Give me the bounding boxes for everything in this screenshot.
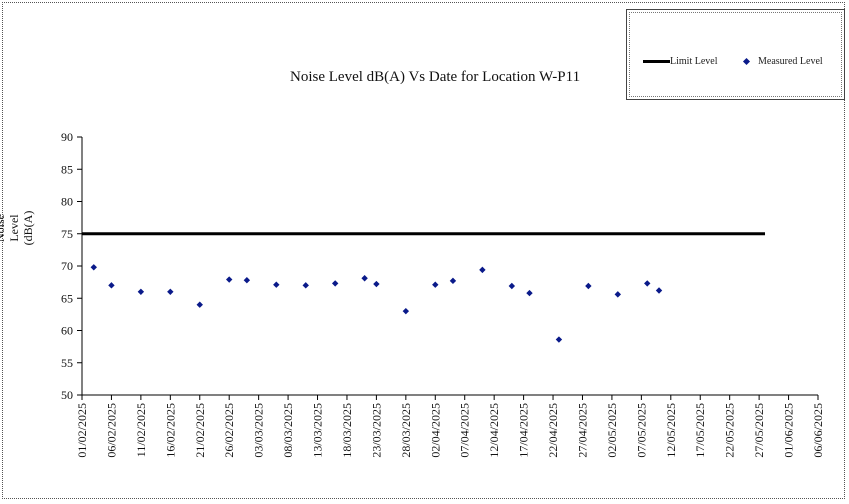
x-tick-label: 12/05/2025 bbox=[664, 403, 678, 458]
x-tick-label: 06/02/2025 bbox=[104, 403, 118, 458]
y-tick-label: 60 bbox=[61, 324, 73, 338]
x-tick-label: 23/03/2025 bbox=[369, 403, 383, 458]
measured-level-point bbox=[449, 277, 457, 285]
x-tick-label: 27/04/2025 bbox=[575, 403, 589, 458]
measured-level-point bbox=[526, 289, 533, 297]
x-tick-label: 01/06/2025 bbox=[782, 403, 796, 458]
y-tick-label: 70 bbox=[61, 259, 73, 273]
y-tick-label: 55 bbox=[61, 356, 73, 370]
y-tick-label: 85 bbox=[61, 162, 73, 176]
y-tick-label: 90 bbox=[61, 130, 73, 144]
measured-level-point bbox=[243, 276, 251, 284]
measured-level-point bbox=[302, 282, 309, 289]
x-tick-label: 21/02/2025 bbox=[193, 403, 207, 458]
x-tick-label: 28/03/2025 bbox=[399, 403, 413, 458]
measured-level-point bbox=[137, 288, 145, 295]
measured-level-point bbox=[331, 280, 339, 287]
y-tick-label: 80 bbox=[61, 195, 73, 209]
measured-level-point bbox=[273, 281, 280, 288]
x-tick-label: 02/05/2025 bbox=[605, 403, 619, 458]
x-tick-label: 17/04/2025 bbox=[517, 403, 531, 458]
x-tick-label: 17/05/2025 bbox=[693, 403, 707, 458]
x-tick-label: 22/04/2025 bbox=[546, 403, 560, 458]
measured-level-point bbox=[226, 276, 233, 283]
measured-level-point bbox=[585, 282, 592, 290]
legend: Limit Level Measured Level bbox=[626, 9, 845, 100]
x-tick-label: 02/04/2025 bbox=[428, 403, 442, 458]
x-tick-label: 26/02/2025 bbox=[222, 403, 236, 458]
measured-level-point bbox=[108, 282, 115, 289]
x-tick-label: 22/05/2025 bbox=[723, 403, 737, 458]
measured-level-point bbox=[90, 264, 97, 271]
x-tick-label: 16/02/2025 bbox=[163, 403, 177, 458]
measured-level-point bbox=[655, 287, 663, 294]
x-tick-label: 01/02/2025 bbox=[75, 403, 89, 458]
x-tick-label: 03/03/2025 bbox=[252, 403, 266, 458]
measured-level-point bbox=[361, 275, 368, 282]
x-tick-label: 06/06/2025 bbox=[811, 403, 825, 458]
measured-level-point bbox=[614, 291, 622, 298]
x-tick-label: 07/04/2025 bbox=[458, 403, 472, 458]
measured-level-point bbox=[196, 301, 203, 308]
measured-level-point bbox=[373, 280, 380, 288]
x-tick-label: 27/05/2025 bbox=[752, 403, 766, 458]
measured-level-point bbox=[167, 288, 174, 295]
measured-level-point bbox=[508, 282, 516, 290]
x-tick-label: 12/04/2025 bbox=[487, 403, 501, 458]
measured-level-point bbox=[479, 266, 486, 274]
y-tick-label: 50 bbox=[61, 388, 73, 402]
chart-title: Noise Level dB(A) Vs Date for Location W… bbox=[290, 69, 581, 85]
x-tick-label: 18/03/2025 bbox=[340, 403, 354, 458]
x-tick-label: 11/02/2025 bbox=[134, 403, 148, 457]
chart-frame bbox=[2, 2, 845, 499]
x-tick-label: 08/03/2025 bbox=[281, 403, 295, 458]
x-tick-label: 13/03/2025 bbox=[311, 403, 325, 458]
x-tick-label: 07/05/2025 bbox=[634, 403, 648, 458]
measured-level-point bbox=[555, 336, 563, 343]
measured-level-point bbox=[432, 281, 439, 288]
y-tick-label: 65 bbox=[61, 291, 73, 305]
measured-level-point bbox=[644, 280, 651, 287]
measured-level-point bbox=[402, 307, 410, 315]
y-tick-label: 75 bbox=[61, 227, 73, 241]
